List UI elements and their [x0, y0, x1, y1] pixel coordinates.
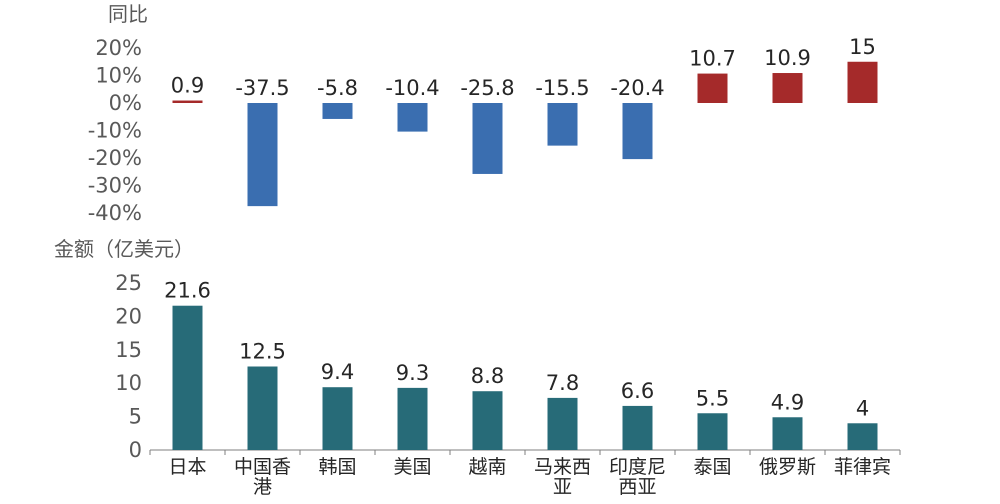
yoy-y-tick: -10% [88, 119, 142, 143]
yoy-y-tick: 0% [109, 91, 142, 115]
amount-axis-title: 金额（亿美元） [54, 237, 194, 261]
amount-bar [547, 397, 578, 450]
yoy-bar [697, 73, 728, 103]
amount-chart: 金额（亿美元） 25 20 15 10 5 0 21.6 12.5 9.4 9.3 8.8 7.8 6.… [54, 237, 901, 498]
amount-bar [172, 305, 203, 450]
yoy-value-label: 10.9 [764, 46, 811, 70]
yoy-axis-title: 同比 [108, 2, 148, 26]
category-label: 西亚 [618, 476, 656, 498]
amount-bar [397, 387, 428, 450]
amount-y-tick: 15 [115, 338, 142, 362]
amount-bar [622, 405, 653, 450]
yoy-value-label: -10.4 [385, 76, 439, 100]
amount-bar [772, 417, 803, 450]
yoy-y-tick: -20% [88, 146, 142, 170]
category-label: 印度尼 [609, 456, 666, 478]
amount-bar [472, 391, 503, 450]
yoy-bar [847, 61, 878, 103]
yoy-value-label: -25.8 [460, 76, 514, 100]
amount-value-label: 6.6 [621, 379, 654, 403]
yoy-bar [172, 100, 203, 103]
yoy-bar [472, 103, 503, 174]
category-label: 俄罗斯 [759, 456, 816, 478]
amount-value-label: 21.6 [164, 279, 211, 303]
yoy-value-label: -37.5 [235, 76, 289, 100]
amount-bar [322, 387, 353, 450]
yoy-value-label: -20.4 [610, 76, 664, 100]
yoy-y-tick: 10% [95, 64, 142, 88]
category-label: 韩国 [318, 456, 356, 478]
yoy-bar [322, 103, 353, 119]
yoy-bar [397, 103, 428, 132]
yoy-value-label: 0.9 [171, 74, 204, 98]
yoy-y-tick: 20% [95, 36, 142, 60]
amount-value-label: 4 [856, 396, 869, 420]
yoy-bar [772, 73, 803, 103]
yoy-chart: 同比 20% 10% 0% -10% -20% -30% -40% 0.9 -37.5 -5.8 -… [88, 2, 878, 225]
amount-value-label: 8.8 [471, 364, 504, 388]
amount-y-tick: 20 [115, 304, 142, 328]
yoy-bar [247, 103, 278, 207]
yoy-bar [547, 103, 578, 146]
amount-value-label: 9.3 [396, 361, 429, 385]
amount-value-label: 5.5 [696, 386, 729, 410]
amount-y-tick: 5 [129, 405, 142, 429]
category-label: 泰国 [693, 456, 731, 478]
amount-value-label: 9.4 [321, 360, 354, 384]
yoy-y-tick: -40% [88, 201, 142, 225]
yoy-bar [622, 103, 653, 160]
amount-value-label: 12.5 [239, 340, 286, 364]
category-label: 越南 [468, 456, 506, 478]
category-label: 港 [253, 476, 272, 498]
category-label: 菲律宾 [834, 456, 891, 478]
yoy-y-tick: -30% [88, 174, 142, 198]
amount-y-tick: 10 [115, 371, 142, 395]
yoy-value-label: 15 [849, 35, 876, 59]
amount-bar [847, 423, 878, 450]
yoy-value-label: -5.8 [317, 76, 358, 100]
amount-bar [697, 413, 728, 450]
amount-value-label: 7.8 [546, 371, 579, 395]
category-label: 日本 [168, 456, 206, 478]
category-label: 马来西 [534, 456, 591, 478]
category-label: 中国香 [234, 456, 291, 478]
yoy-value-label: 10.7 [689, 47, 736, 71]
amount-y-tick: 0 [129, 438, 142, 462]
yoy-value-label: -15.5 [535, 76, 589, 100]
amount-value-label: 4.9 [771, 390, 804, 414]
category-label: 美国 [393, 456, 431, 478]
amount-bar [247, 366, 278, 450]
amount-y-tick: 25 [115, 271, 142, 295]
category-label: 亚 [553, 476, 572, 498]
